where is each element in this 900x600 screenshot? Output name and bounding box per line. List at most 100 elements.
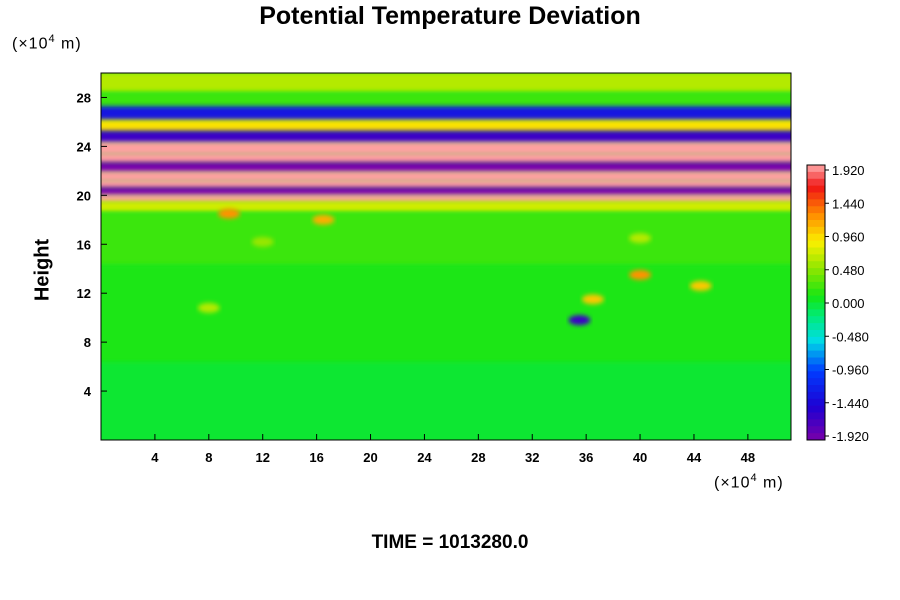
field-band <box>101 264 791 365</box>
colorbar-block <box>807 323 825 331</box>
colorbar-block <box>807 171 825 180</box>
colorbar-block <box>807 178 825 187</box>
field-feature <box>197 302 220 313</box>
colorbar-block <box>807 330 825 338</box>
colorbar-label: 1.920 <box>832 163 865 178</box>
colorbar-block <box>807 336 825 345</box>
y-tick-label: 4 <box>84 384 92 399</box>
field-band <box>101 152 791 164</box>
colorbar-block <box>807 364 825 372</box>
field-feature <box>568 315 591 326</box>
field-band <box>101 211 791 267</box>
field-band <box>101 106 791 122</box>
field-feature <box>629 269 652 280</box>
field-band <box>101 119 791 133</box>
plot-frame <box>100 72 792 441</box>
y-unit-prefix: (×10 <box>12 35 49 53</box>
colorbar-block <box>807 185 825 193</box>
colorbar-block <box>807 213 825 221</box>
y-tick-label: 12 <box>77 286 91 301</box>
colorbar-label: -0.480 <box>832 329 869 344</box>
y-unit-suffix: m) <box>55 35 82 53</box>
colorbar-block <box>807 309 825 317</box>
colorbar-block <box>807 165 825 173</box>
colorbar: 1.920 1.440 0.960 0.480 0.000 -0.480 -0.960 -1.… <box>806 163 869 444</box>
x-tick-label: 40 <box>633 450 647 465</box>
colorbar-block <box>807 419 825 427</box>
colorbar-block <box>807 206 825 214</box>
x-axis-unit: (×104 m) <box>714 472 784 492</box>
field-band <box>101 362 791 440</box>
colorbar-block <box>807 295 825 303</box>
x-tick-label: 16 <box>309 450 323 465</box>
x-tick-label: 8 <box>205 450 212 465</box>
field-band <box>101 194 791 204</box>
x-tick-label: 48 <box>741 450 755 465</box>
colorbar-label: 0.960 <box>832 230 865 245</box>
y-axis-ticks: 4 8 12 16 20 24 28 <box>77 90 107 399</box>
field-feature <box>689 280 712 291</box>
x-tick-label: 36 <box>579 450 593 465</box>
colorbar-block <box>807 302 825 310</box>
x-tick-label: 12 <box>255 450 269 465</box>
colorbar-block <box>807 426 825 434</box>
y-tick-label: 24 <box>77 139 92 154</box>
field-feature <box>581 294 604 305</box>
field-band <box>101 171 791 182</box>
colorbar-block <box>807 350 825 358</box>
colorbar-label: -1.920 <box>832 429 869 444</box>
colorbar-block <box>807 233 825 242</box>
colorbar-block <box>807 275 825 283</box>
colorbar-block <box>807 357 825 365</box>
colorbar-block <box>807 261 825 269</box>
y-tick-label: 16 <box>77 237 91 252</box>
colorbar-block <box>807 247 825 255</box>
colorbar-label: 0.480 <box>832 263 865 278</box>
colorbar-block <box>807 385 825 393</box>
x-tick-label: 20 <box>363 450 377 465</box>
colorbar-block <box>807 220 825 228</box>
field-band <box>101 161 791 174</box>
colorbar-block <box>807 240 825 248</box>
field-feature <box>218 208 241 219</box>
time-label: TIME = 1013280.0 <box>371 532 529 553</box>
x-unit-suffix: m) <box>757 474 784 492</box>
colorbar-block <box>807 316 825 324</box>
field-feature <box>312 214 335 225</box>
colorbar-block <box>807 199 825 207</box>
colorbar-label: -1.440 <box>832 396 869 411</box>
field-feature <box>251 236 274 247</box>
colorbar-block <box>807 288 825 297</box>
y-axis-unit: (×104 m) <box>12 33 82 53</box>
x-tick-label: 4 <box>151 450 159 465</box>
x-tick-label: 32 <box>525 450 539 465</box>
colorbar-block <box>807 281 825 290</box>
colorbar-block <box>807 268 825 276</box>
field-feature <box>629 233 652 244</box>
y-unit-exponent: 4 <box>48 33 56 45</box>
x-tick-label: 28 <box>471 450 485 465</box>
colorbar-block <box>807 391 825 400</box>
x-unit-exponent: 4 <box>750 472 758 484</box>
x-axis-ticks: 4 8 12 16 20 24 28 32 36 40 44 48 <box>151 434 755 465</box>
colorbar-block <box>807 398 825 407</box>
y-tick-label: 20 <box>77 188 91 203</box>
colorbar-block <box>807 433 825 441</box>
colorbar-block <box>807 412 825 420</box>
field-band <box>101 73 791 94</box>
colorbar-block <box>807 254 825 262</box>
colorbar-block <box>807 343 825 352</box>
field-band <box>101 130 791 144</box>
x-unit-prefix: (×10 <box>714 474 751 492</box>
field-band <box>101 141 791 155</box>
y-tick-label: 28 <box>77 90 91 105</box>
colorbar-block <box>807 371 825 379</box>
field-band <box>101 91 791 109</box>
colorbar-block <box>807 405 825 413</box>
field-band <box>101 179 791 189</box>
x-tick-label: 44 <box>687 450 702 465</box>
y-tick-label: 8 <box>84 335 91 350</box>
colorbar-label: 0.000 <box>832 296 865 311</box>
colorbar-block <box>807 226 825 235</box>
